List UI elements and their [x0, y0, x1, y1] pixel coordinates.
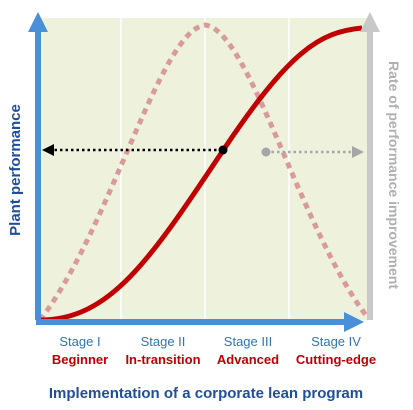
stage-3-name: Advanced — [217, 352, 279, 367]
stage-1-name: Beginner — [52, 352, 108, 367]
left-axis-label: Plant performance — [7, 104, 24, 236]
stage-1-label: Stage I — [59, 334, 100, 349]
stage-2-label: Stage II — [141, 334, 186, 349]
bottom-axis-arrowhead — [344, 312, 364, 332]
stage-3-label: Stage III — [224, 334, 272, 349]
right-axis-arrowhead — [360, 12, 380, 32]
left-axis-arrowhead — [28, 12, 48, 32]
stage-4-name: Cutting-edge — [296, 352, 376, 367]
improvement-arrowhead — [352, 146, 364, 158]
x-axis-title: Implementation of a corporate lean progr… — [49, 385, 363, 402]
stage-4-label: Stage IV — [311, 334, 361, 349]
stage-2-name: In-transition — [125, 352, 200, 367]
right-axis-label: Rate of performance improvement — [386, 61, 402, 289]
performance-arrowhead — [42, 144, 54, 156]
performance-point — [218, 145, 228, 155]
plot-background — [38, 18, 370, 320]
improvement-point — [261, 147, 271, 157]
improvement-rate-curve — [38, 22, 370, 322]
